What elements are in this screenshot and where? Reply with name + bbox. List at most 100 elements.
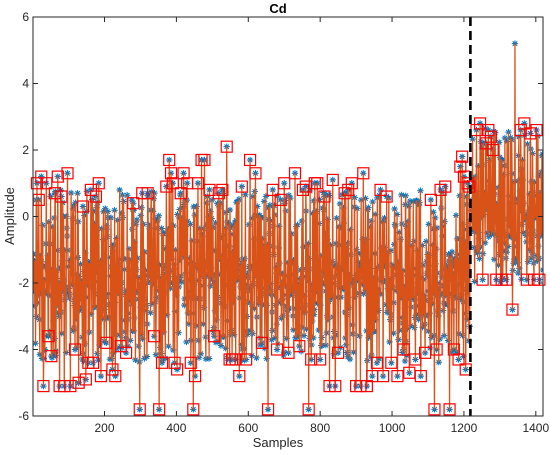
outlier-box [235, 180, 248, 193]
outlier-box [447, 343, 460, 356]
outlier-box [127, 197, 140, 210]
outlier-box [166, 177, 179, 190]
outlier-box [212, 187, 225, 200]
outlier-box [424, 193, 437, 206]
outlier-box [168, 356, 181, 369]
outlier-box [409, 353, 422, 366]
outlier-box [243, 153, 257, 167]
outlier-box [119, 346, 133, 359]
outlier-box [153, 403, 166, 416]
outlier-box [86, 356, 100, 369]
outlier-box [72, 376, 85, 389]
outlier-box [164, 167, 178, 180]
outlier-box [506, 303, 519, 316]
outlier-box [184, 356, 197, 369]
ticks-layer: 200 400 600 800 1000 1200 1400 -6 -4 -2 0 2 4 6 [18, 10, 549, 435]
outlier-box [240, 353, 253, 366]
outlier-box [443, 403, 456, 416]
outlier-box [439, 180, 452, 193]
outlier-box [92, 177, 105, 190]
outlier-box [530, 123, 543, 137]
outlier-box [391, 370, 404, 383]
outlier-box [354, 379, 367, 393]
x-tick-label: 800 [310, 421, 330, 435]
y-tick-label: 0 [22, 210, 29, 224]
y-tick-label: -6 [18, 409, 29, 423]
outlier-box [482, 123, 495, 137]
outlier-box [233, 370, 246, 383]
outlier-box [55, 190, 68, 203]
x-tick-label: 1200 [451, 421, 478, 435]
outlier-box [296, 183, 310, 196]
outlier-box [518, 117, 531, 130]
outlier-box [500, 273, 513, 286]
outlier-box [48, 187, 62, 200]
outlier-box [45, 350, 58, 363]
outlier-box [188, 370, 202, 383]
outlier-box [106, 363, 119, 376]
outlier-box [302, 403, 315, 416]
outlier-box [434, 183, 447, 196]
y-tick-label: -2 [18, 276, 29, 290]
y-tick-label: -4 [18, 343, 29, 357]
outlier-box [58, 379, 71, 393]
y-tick-label: 2 [22, 143, 29, 157]
y-tick-label: 6 [22, 10, 29, 24]
outlier-box [220, 140, 233, 153]
outlier-box [171, 363, 184, 376]
outlier-box [208, 330, 221, 343]
outlier-box [133, 403, 146, 416]
outlier-box [64, 379, 77, 393]
outlier-box [397, 343, 410, 356]
x-tick-label: 1400 [522, 421, 549, 435]
outlier-box [476, 273, 489, 286]
outlier-box [51, 170, 64, 183]
outlier-box [452, 353, 465, 366]
outlier-box [94, 370, 108, 383]
outlier-box [174, 187, 187, 200]
outlier-layer [30, 117, 546, 416]
outlier-box [42, 330, 55, 343]
outlier-box [288, 167, 302, 180]
outlier-box [454, 160, 467, 173]
outlier-box [326, 173, 339, 187]
x-axis-label: Samples [253, 435, 304, 450]
outlier-box [198, 153, 211, 167]
outlier-box [30, 177, 44, 190]
outlier-box [430, 343, 443, 356]
outlier-box [474, 117, 487, 130]
outlier-box [187, 403, 200, 416]
outlier-box [274, 193, 287, 206]
outlier-box [374, 183, 387, 196]
outlier-box [533, 273, 546, 286]
outlier-box [524, 127, 537, 140]
outlier-box [380, 190, 393, 203]
outlier-box [89, 190, 102, 203]
outlier-box [177, 167, 190, 180]
outlier-box [338, 187, 351, 200]
outlier-box [385, 356, 398, 369]
outlier-box [345, 177, 358, 190]
x-tick-label: 1000 [379, 421, 406, 435]
x-tick-label: 400 [166, 421, 186, 435]
outlier-box [514, 123, 527, 137]
outlier-box [282, 346, 295, 359]
outlier-box [148, 330, 161, 343]
y-axis-label: Amplitude [2, 187, 17, 245]
outlier-box [249, 167, 262, 180]
outlier-box [76, 200, 90, 213]
outlier-box [318, 190, 331, 203]
x-tick-label: 600 [238, 421, 258, 435]
x-tick-label: 200 [95, 421, 115, 435]
outlier-box [255, 336, 269, 349]
outlier-box [293, 340, 306, 353]
outlier-box [40, 177, 53, 190]
outlier-box [68, 343, 82, 356]
outlier-box [357, 167, 370, 180]
outlier-box [484, 130, 497, 143]
outlier-box [100, 336, 113, 349]
outlier-box [37, 379, 50, 393]
outlier-box [203, 183, 216, 196]
outlier-box [160, 180, 173, 193]
